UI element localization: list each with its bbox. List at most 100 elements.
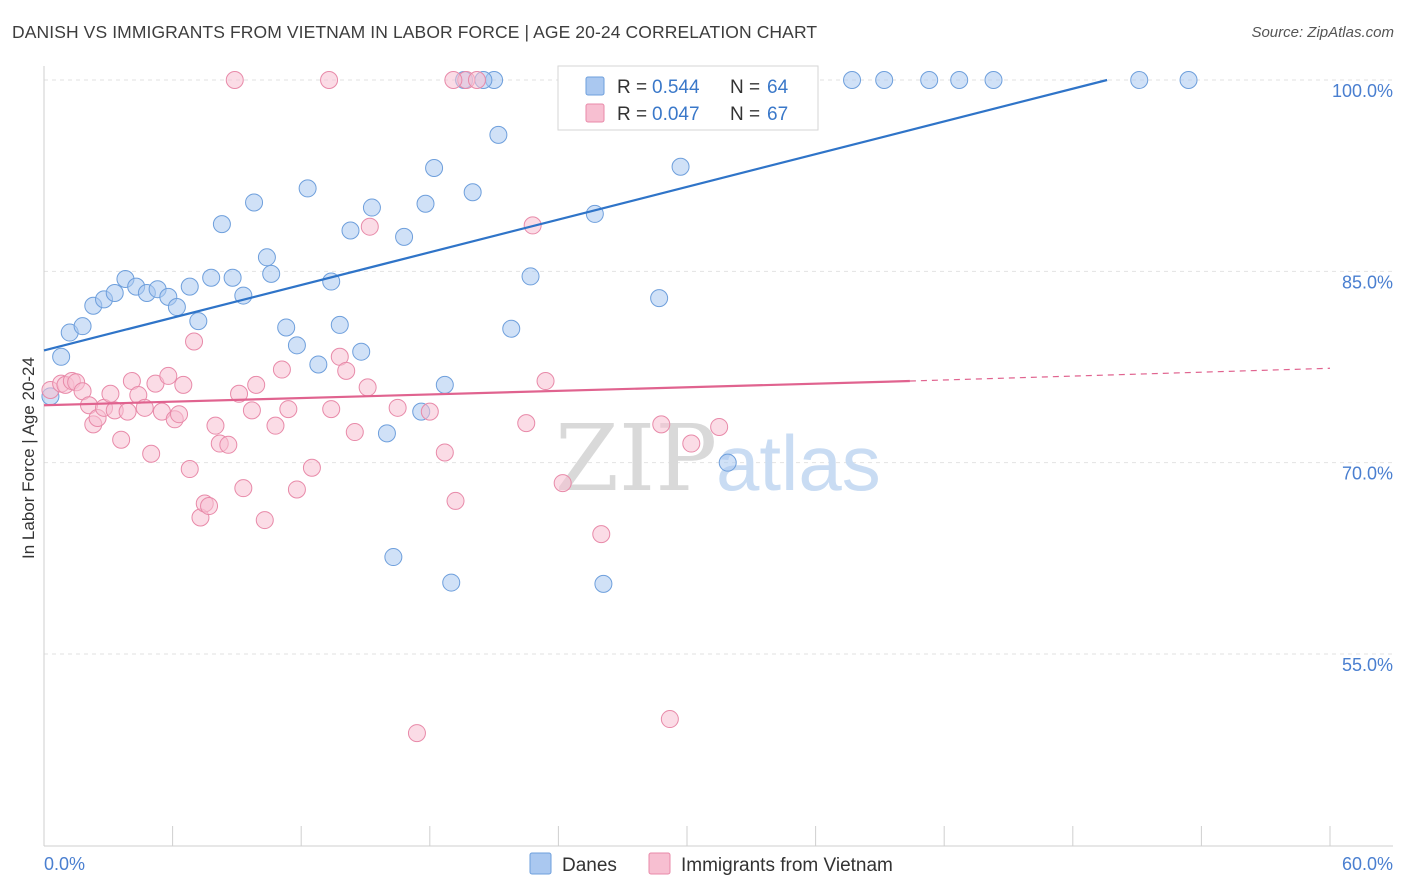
danes-point-25 [309, 355, 328, 374]
danes-point-22 [277, 318, 296, 337]
x-tick-label-min: 0.0% [44, 854, 85, 874]
legend-danes-n-value: 64 [767, 77, 789, 98]
danes-point-12 [167, 298, 186, 317]
y-tick-labels: 55.0% 70.0% 85.0% 100.0% [1332, 81, 1393, 675]
vietnam-point-48 [358, 378, 377, 397]
axes [43, 66, 1393, 847]
y-tick-label-1: 70.0% [1342, 464, 1393, 484]
trend-line-0 [43, 78, 1108, 352]
danes-point-21 [262, 264, 281, 283]
vietnam-point-57 [536, 372, 555, 391]
danes-point-20 [257, 248, 276, 267]
danes-point-42 [489, 125, 508, 144]
trend-line-2 [909, 367, 1331, 382]
vietnam-point-10 [101, 384, 120, 403]
vietnam-point-31 [219, 435, 238, 454]
vietnam-point-41 [287, 480, 306, 499]
vietnam-point-33 [230, 384, 249, 403]
danes-point-3 [73, 317, 92, 336]
watermark-zip: ZIP [555, 405, 717, 512]
danes-point-40 [463, 183, 482, 202]
vietnam-point-51 [420, 402, 439, 421]
x-tick-labels: 0.0% 60.0% [44, 854, 1393, 874]
danes-point-29 [352, 342, 371, 361]
danes-point-17 [223, 268, 242, 287]
danes-point-27 [330, 315, 349, 334]
danes-point-19 [245, 193, 264, 212]
vietnam-point-50 [407, 724, 426, 743]
legend: R = 0.544 N = 64 R = 0.047 N = 67 [557, 65, 819, 131]
vietnam-point-24 [180, 460, 199, 479]
vietnam-point-20 [159, 366, 178, 385]
vietnam-point-28 [200, 497, 219, 516]
vietnam-point-46 [337, 361, 356, 380]
vietnam-point-25 [185, 332, 204, 351]
vietnam-point-38 [266, 416, 285, 435]
vietnam-point-59 [592, 525, 611, 544]
bottom-legend-vietnam-swatch [648, 852, 671, 875]
x-tick-label-max: 60.0% [1342, 854, 1393, 874]
vietnam-point-56 [517, 414, 536, 433]
vietnam-point-47 [345, 423, 364, 442]
danes-point-24 [298, 179, 317, 198]
trend-lines [43, 78, 1331, 407]
vietnam-point-22 [170, 405, 189, 424]
legend-vietnam-n-value: 67 [767, 104, 788, 125]
danes-point-60 [1130, 71, 1149, 89]
vietnam-point-13 [118, 402, 137, 421]
danes-point-33 [395, 227, 414, 246]
legend-danes-r-value: 0.544 [652, 77, 700, 98]
vietnam-point-53 [446, 491, 465, 510]
legend-vietnam-swatch [585, 103, 605, 123]
danes-point-49 [650, 289, 669, 308]
vietnam-point-63 [710, 417, 729, 436]
legend-danes-n-label: N = [730, 77, 760, 98]
vietnam-point-55 [467, 71, 486, 89]
danes-point-52 [718, 453, 737, 472]
danes-point-50 [671, 157, 690, 176]
y-axis-label: In Labor Force | Age 20-24 [19, 357, 38, 559]
vietnam-point-61 [660, 710, 679, 729]
vietnam-point-37 [255, 511, 274, 530]
vietnam-point-40 [279, 400, 298, 419]
danes-point-28 [341, 221, 360, 240]
y-tick-label-0: 55.0% [1342, 655, 1393, 675]
grid-lines [44, 79, 1393, 655]
danes-point-32 [384, 548, 403, 567]
danes-point-44 [521, 267, 540, 286]
vietnam-point-23 [174, 375, 193, 394]
danes-point-35 [416, 194, 435, 213]
danes-point-36 [425, 159, 444, 178]
danes-point-57 [920, 71, 939, 89]
danes-point-43 [502, 319, 521, 338]
y-tick-label-2: 85.0% [1342, 272, 1393, 292]
danes-point-47 [594, 574, 613, 593]
vietnam-point-49 [388, 398, 407, 417]
danes-point-59 [984, 71, 1003, 89]
legend-danes-r-label: R = [617, 77, 647, 98]
bottom-legend: Danes Immigrants from Vietnam [529, 852, 893, 876]
danes-point-30 [362, 198, 381, 217]
vietnam-point-32 [225, 71, 244, 89]
danes-point-14 [189, 312, 208, 331]
vietnam-point-34 [234, 479, 253, 498]
danes-point-56 [875, 71, 894, 89]
vietnam-point-12 [112, 430, 131, 449]
legend-danes-swatch [585, 76, 605, 96]
watermark: ZIP atlas [555, 405, 881, 512]
danes-point-58 [950, 71, 969, 89]
vietnam-point-58 [553, 474, 572, 493]
y-tick-label-3: 100.0% [1332, 81, 1393, 101]
danes-point-37 [435, 375, 454, 394]
danes-point-15 [202, 268, 221, 287]
chart-source: Source: ZipAtlas.com [1251, 24, 1394, 41]
legend-vietnam-r-label: R = [617, 104, 647, 125]
danes-point-61 [1179, 71, 1198, 89]
vietnam-point-29 [206, 416, 225, 435]
vietnam-point-60 [652, 415, 671, 434]
vietnam-point-39 [272, 360, 291, 379]
danes-point-16 [212, 215, 231, 234]
bottom-legend-danes-swatch [529, 852, 552, 875]
danes-point-1 [52, 347, 71, 366]
